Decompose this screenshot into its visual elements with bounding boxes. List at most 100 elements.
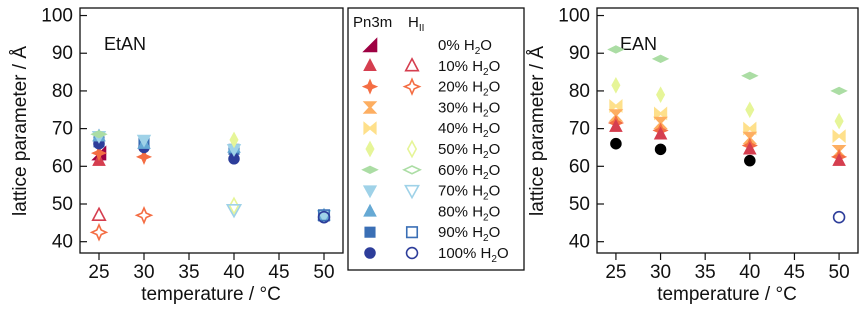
- data-point: [607, 45, 625, 54]
- data-point: [653, 126, 668, 140]
- legend-entry-label: 0% H2O: [438, 37, 492, 57]
- ean-panel: EAN 40 50 60 70 80 90 100 25 30 35 40 45 50 tempera…: [527, 6, 859, 305]
- data-point: [743, 141, 757, 155]
- legend-entry-label: 100% H2O: [438, 245, 509, 265]
- data-point: [317, 210, 331, 224]
- legend-entry-label: 50% H2O: [438, 141, 500, 161]
- x-tick-label: 25: [605, 262, 626, 283]
- data-point: [136, 134, 152, 148]
- etan-y-axis-label: lattice parameter / Å: [10, 46, 31, 216]
- legend-entry: 70% H2O: [362, 183, 500, 203]
- etan-y-ticks: 40 50 60 70 80 90 100: [41, 6, 87, 253]
- legend-pn3m-marker: [362, 101, 378, 114]
- data-point: [609, 99, 623, 113]
- legend-label-sub: 2: [483, 108, 489, 119]
- legend-hii-marker: [404, 57, 420, 72]
- legend-entry: 40% H2O: [363, 120, 501, 140]
- legend-label-main: 70% H: [438, 183, 483, 200]
- legend-label-suffix: O: [489, 120, 501, 137]
- ean-data-marks: [607, 45, 848, 224]
- legend-pn3m-marker: [364, 247, 376, 259]
- data-point: [830, 86, 848, 96]
- legend-entry: 20% H2O: [361, 77, 500, 99]
- data-point: [609, 119, 623, 132]
- legend-label-main: 60% H: [438, 162, 483, 179]
- data-point: [651, 54, 670, 64]
- x-tick-label: 50: [313, 262, 334, 283]
- legend-label-sub: 2: [491, 254, 497, 265]
- legend-label-suffix: O: [489, 99, 501, 116]
- legend-entry: 50% H2O: [365, 139, 500, 161]
- x-tick-label: 45: [784, 262, 805, 283]
- y-tick-label: 70: [52, 119, 73, 140]
- legend-pn3m-marker: [364, 226, 376, 238]
- data-point: [654, 143, 667, 156]
- x-tick-label: 35: [695, 262, 716, 283]
- etan-panel: EtAN 40 50 60 70 80 90 100 25 30 35 40 45 50 temper…: [10, 6, 344, 305]
- data-point: [91, 206, 107, 221]
- legend-label-suffix: O: [489, 203, 501, 220]
- legend-pn3m-marker: [363, 121, 377, 136]
- legend-label-main: 10% H: [438, 58, 483, 75]
- legend-label-main: 80% H: [438, 203, 483, 220]
- legend-pn3m-marker: [362, 185, 378, 199]
- legend-entry-label: 20% H2O: [438, 79, 500, 99]
- legend-entry-label: 60% H2O: [438, 162, 500, 182]
- legend-entry: 10% H2O: [363, 57, 500, 78]
- legend-header-hii: HII: [408, 14, 424, 34]
- y-tick-label: 80: [569, 81, 590, 102]
- data-point: [610, 137, 622, 150]
- data-point: [90, 130, 108, 139]
- legend-entry-label: 70% H2O: [438, 183, 500, 203]
- data-point: [745, 101, 755, 119]
- data-point: [89, 222, 109, 242]
- etan-x-axis-label: temperature / °C: [141, 284, 281, 305]
- legend-hii-marker: [404, 184, 420, 200]
- legend-label-suffix: O: [489, 141, 501, 158]
- legend-pn3m-marker: [365, 140, 375, 158]
- legend-label-main: 50% H: [438, 141, 483, 158]
- data-point: [656, 86, 666, 104]
- legend-label-suffix: O: [489, 162, 501, 179]
- legend-entry-label: 90% H2O: [438, 224, 500, 244]
- legend-label-main: 0% H: [438, 37, 475, 54]
- legend-label-main: 30% H: [438, 99, 483, 116]
- y-tick-label: 100: [41, 6, 73, 27]
- legend-entry: 90% H2O: [364, 224, 500, 244]
- data-point: [744, 154, 756, 167]
- y-tick-label: 60: [569, 156, 590, 177]
- data-point: [741, 71, 759, 81]
- data-point: [225, 204, 243, 219]
- legend-entry-label: 10% H2O: [438, 58, 500, 78]
- legend-label-suffix: O: [489, 183, 501, 200]
- legend-label-sub: 2: [475, 46, 481, 57]
- data-point: [832, 129, 846, 144]
- legend-label-sub: 2: [483, 192, 489, 203]
- y-tick-label: 40: [52, 232, 73, 253]
- ean-y-ticks: 40 50 60 70 80 90 100: [558, 6, 604, 253]
- legend-label-suffix: O: [480, 37, 492, 54]
- legend-header-pn3m: Pn3m: [353, 14, 392, 31]
- etan-plot-frame: [79, 7, 344, 254]
- ean-plot-frame: [596, 7, 859, 254]
- legend-label-main: 100% H: [438, 245, 491, 262]
- legend-label-main: 40% H: [438, 120, 483, 137]
- legend-label-sub: 2: [483, 212, 489, 223]
- y-tick-label: 90: [569, 43, 590, 64]
- data-point: [611, 76, 621, 94]
- legend-label-suffix: O: [489, 58, 501, 75]
- y-tick-label: 50: [569, 194, 590, 215]
- legend-header-hii-main: H: [408, 14, 419, 31]
- y-tick-label: 90: [52, 43, 73, 64]
- data-point: [229, 131, 239, 149]
- legend-pn3m-marker: [361, 165, 379, 175]
- legend-label-sub: 2: [483, 233, 489, 244]
- data-point: [743, 121, 757, 136]
- legend-pn3m-marker: [363, 203, 377, 217]
- etan-panel-title: EtAN: [104, 34, 146, 54]
- legend-box: [347, 7, 525, 271]
- data-point: [832, 153, 846, 166]
- x-tick-label: 50: [829, 262, 850, 283]
